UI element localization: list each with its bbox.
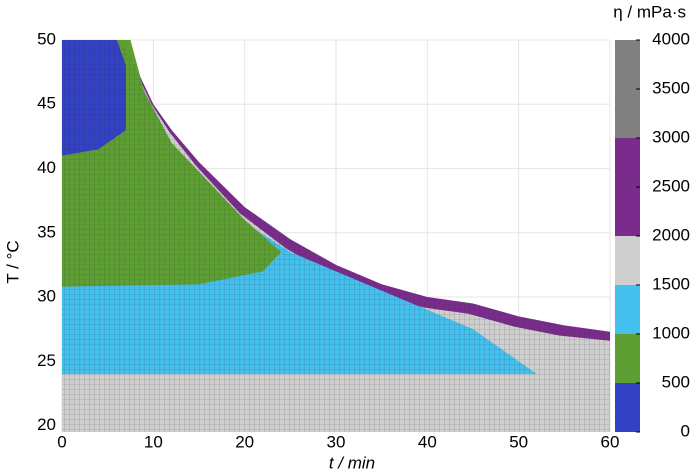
y-axis-label: T / °C: [3, 240, 22, 283]
colorbar-band: [615, 236, 640, 285]
colorbar-tick-label: 0: [681, 421, 690, 440]
colorbar-tick-label: 3000: [652, 127, 690, 146]
y-tick-label: 40: [37, 158, 56, 177]
y-tick-label: 20: [37, 415, 56, 434]
x-tick-label: 60: [601, 432, 620, 451]
colorbar-band: [615, 383, 640, 432]
colorbar-tick-label: 2500: [652, 176, 690, 195]
x-tick-label: 50: [509, 432, 528, 451]
x-tick-label: 20: [235, 432, 254, 451]
colorbar-tick-label: 1000: [652, 323, 690, 342]
colorbar-tick-label: 1500: [652, 274, 690, 293]
colorbar-band: [615, 285, 640, 334]
colorbar-tick-label: 2000: [652, 225, 690, 244]
colorbar-tick-label: 4000: [652, 29, 690, 48]
colorbar-title: η / mPa·s: [613, 2, 686, 21]
colorbar-band: [615, 138, 640, 236]
y-tick-label: 45: [37, 94, 56, 113]
x-tick-label: 30: [327, 432, 346, 451]
y-tick-label: 35: [37, 222, 56, 241]
y-tick-label: 30: [37, 287, 56, 306]
x-tick-label: 0: [57, 432, 66, 451]
y-tick-label: 50: [37, 29, 56, 48]
colorbar-band: [615, 40, 640, 138]
x-tick-label: 10: [144, 432, 163, 451]
colorbar-tick-label: 500: [662, 372, 690, 391]
colorbar-band: [615, 334, 640, 383]
y-tick-label: 25: [37, 351, 56, 370]
cell-grid: [62, 40, 610, 432]
x-tick-label: 40: [418, 432, 437, 451]
colorbar-tick-label: 3500: [652, 78, 690, 97]
x-axis-label: t / min: [329, 453, 375, 472]
